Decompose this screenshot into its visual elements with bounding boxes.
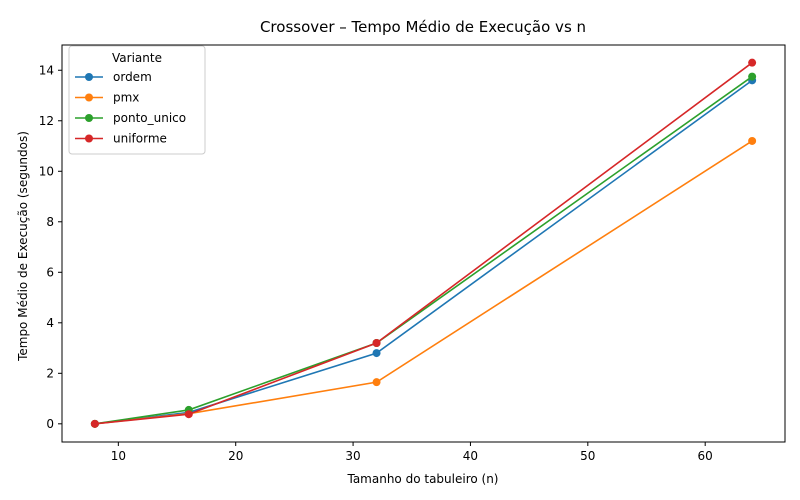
data-point-ponto_unico xyxy=(748,72,757,81)
y-tick-label: 2 xyxy=(46,366,54,380)
y-tick-label: 10 xyxy=(39,164,54,178)
legend-label-ordem: ordem xyxy=(113,70,152,84)
legend: Variante ordem pmx ponto_unico uniforme xyxy=(68,45,206,155)
data-point-uniforme xyxy=(184,410,193,419)
y-tick-label: 8 xyxy=(46,215,54,229)
x-tick-label: 20 xyxy=(228,449,243,463)
x-tick-label: 60 xyxy=(698,449,713,463)
series-line-uniforme xyxy=(94,62,753,425)
x-tick-label: 30 xyxy=(345,449,360,463)
x-axis-label: Tamanho do tabuleiro (n) xyxy=(346,472,498,486)
data-point-pmx xyxy=(372,378,381,387)
legend-box xyxy=(68,45,206,155)
data-point-uniforme xyxy=(90,419,99,428)
legend-label-uniforme: uniforme xyxy=(113,132,167,146)
y-tick-label: 14 xyxy=(39,63,54,77)
y-tick-label: 12 xyxy=(39,114,54,128)
data-point-uniforme xyxy=(748,58,757,67)
x-tick-label: 10 xyxy=(111,449,126,463)
legend-marker-ponto_unico xyxy=(85,114,93,122)
legend-label-pmx: pmx xyxy=(113,91,139,105)
legend-title: Variante xyxy=(112,51,162,65)
y-tick-label: 6 xyxy=(46,265,54,279)
series-line-ponto_unico xyxy=(94,75,753,425)
y-tick-label: 4 xyxy=(46,316,54,330)
chart-title: Crossover – Tempo Médio de Execução vs n xyxy=(260,18,586,36)
y-tick-label: 0 xyxy=(46,417,54,431)
x-tick-label: 50 xyxy=(580,449,595,463)
data-point-pmx xyxy=(748,136,757,145)
legend-label-ponto_unico: ponto_unico xyxy=(113,111,186,125)
axes-frame xyxy=(61,44,786,443)
x-tick-label: 40 xyxy=(463,449,478,463)
data-point-uniforme xyxy=(372,339,381,348)
legend-marker-pmx xyxy=(85,93,93,102)
y-axis-label: Tempo Médio de Execução (segundos) xyxy=(16,131,30,362)
legend-marker-ordem xyxy=(85,73,93,81)
legend-marker-uniforme xyxy=(85,134,93,143)
data-point-ordem xyxy=(372,349,381,358)
plot-area: 10 20 30 40 50 60 0 2 4 6 8 10 12 14 xyxy=(39,44,786,463)
